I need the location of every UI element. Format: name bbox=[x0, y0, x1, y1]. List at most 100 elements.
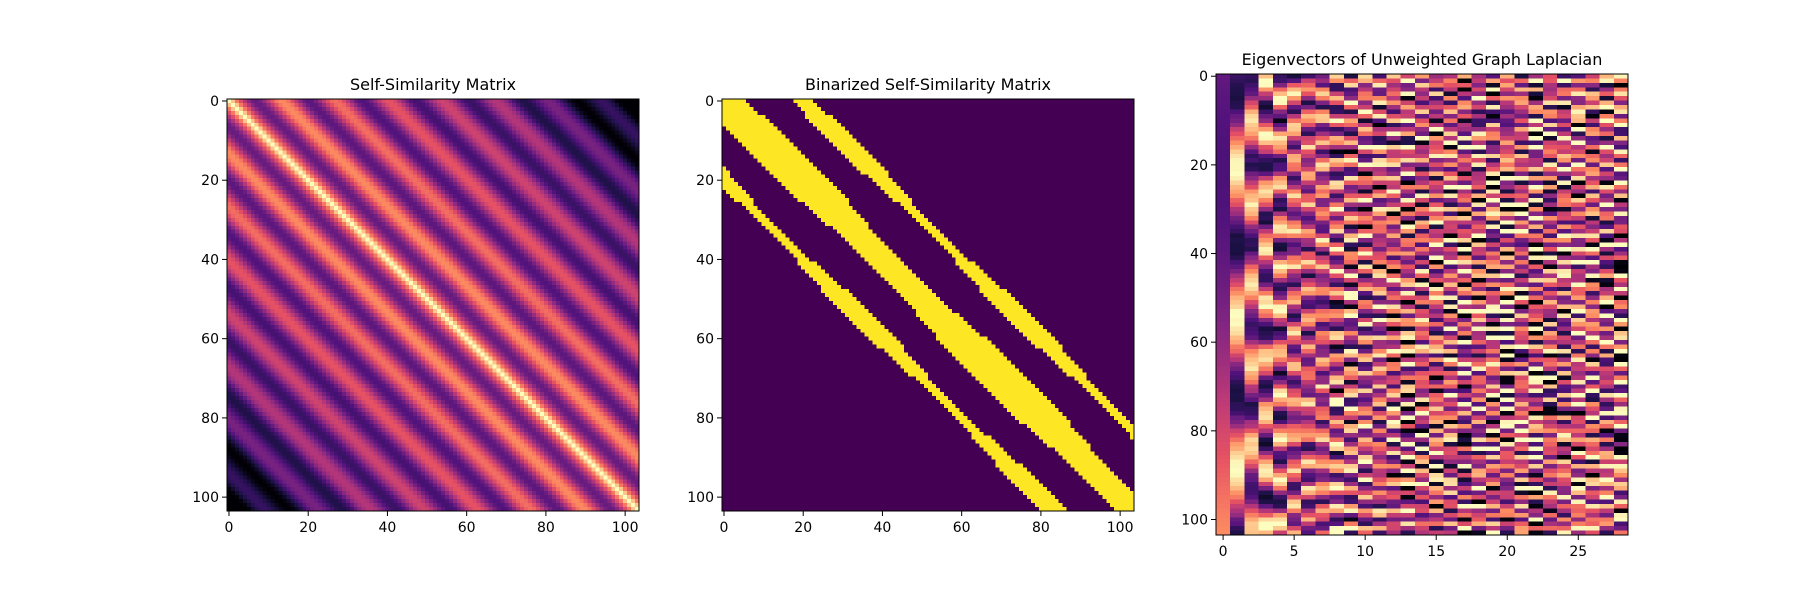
heatmap-cell bbox=[377, 277, 383, 282]
heatmap-cell bbox=[270, 138, 276, 144]
heatmap-cell bbox=[547, 265, 553, 270]
heatmap-cell bbox=[290, 166, 295, 171]
heatmap-cell bbox=[436, 118, 442, 124]
heatmap-cell bbox=[405, 99, 410, 104]
heatmap-cell bbox=[377, 102, 383, 108]
heatmap-cell bbox=[290, 154, 295, 160]
heatmap-cell bbox=[262, 138, 268, 144]
heatmap-cell bbox=[452, 178, 458, 183]
heatmap-cell bbox=[353, 253, 359, 259]
heatmap-cell bbox=[282, 190, 288, 195]
heatmap-cell bbox=[357, 273, 363, 278]
heatmap-cell bbox=[318, 245, 323, 251]
heatmap-cell bbox=[512, 178, 517, 183]
heatmap-cell bbox=[631, 269, 636, 274]
heatmap-cell bbox=[448, 154, 454, 160]
heatmap-cell bbox=[357, 237, 363, 243]
heatmap-cell bbox=[567, 110, 573, 116]
heatmap-cell bbox=[302, 102, 307, 108]
heatmap-cell bbox=[282, 285, 288, 290]
heatmap-cell bbox=[623, 205, 628, 211]
heatmap-cell bbox=[623, 114, 628, 120]
heatmap-cell bbox=[591, 245, 597, 251]
heatmap-cell bbox=[314, 138, 319, 144]
heatmap-cell bbox=[421, 217, 426, 223]
heatmap-cell bbox=[381, 213, 387, 219]
heatmap-cell bbox=[357, 170, 363, 175]
heatmap-cell bbox=[508, 146, 513, 152]
heatmap-cell bbox=[607, 194, 612, 199]
heatmap-cell bbox=[575, 245, 581, 251]
heatmap-cell bbox=[452, 134, 458, 140]
heatmap-cell bbox=[250, 134, 256, 140]
heatmap-cell bbox=[607, 265, 612, 270]
heatmap-cell bbox=[603, 126, 608, 132]
heatmap-cell bbox=[326, 245, 331, 251]
heatmap-cell bbox=[635, 241, 640, 247]
heatmap-cell bbox=[278, 146, 284, 152]
heatmap-cell bbox=[318, 114, 323, 120]
heatmap-cell bbox=[341, 170, 347, 175]
heatmap-cell bbox=[563, 202, 569, 207]
heatmap-cell bbox=[611, 257, 616, 263]
heatmap-cell bbox=[444, 241, 450, 247]
heatmap-cell bbox=[563, 261, 569, 266]
heatmap-cell bbox=[512, 166, 517, 171]
heatmap-cell bbox=[539, 257, 545, 263]
heatmap-cell bbox=[583, 150, 589, 156]
heatmap-cell bbox=[341, 102, 347, 108]
heatmap-cell bbox=[310, 182, 315, 187]
heatmap-cell bbox=[532, 241, 537, 247]
heatmap-cell bbox=[595, 138, 600, 144]
heatmap-cell bbox=[298, 174, 303, 179]
heatmap-cell bbox=[258, 190, 264, 195]
heatmap-cell bbox=[627, 257, 632, 263]
heatmap-cell bbox=[559, 281, 565, 286]
heatmap-cell bbox=[520, 126, 525, 132]
heatmap-cell bbox=[484, 130, 490, 136]
heatmap-cell bbox=[353, 190, 359, 195]
heatmap-cell bbox=[611, 213, 616, 219]
heatmap-cell bbox=[302, 150, 307, 156]
heatmap-cell bbox=[246, 134, 252, 140]
heatmap-cell bbox=[333, 118, 339, 124]
heatmap-cell bbox=[318, 110, 323, 116]
heatmap-cell bbox=[611, 99, 616, 104]
heatmap-cell bbox=[278, 253, 284, 259]
heatmap-cell bbox=[302, 202, 307, 207]
heatmap-cell bbox=[619, 205, 624, 211]
heatmap-cell bbox=[635, 225, 640, 231]
heatmap-cell bbox=[627, 106, 632, 112]
heatmap-cell bbox=[464, 202, 470, 207]
heatmap-cell bbox=[532, 202, 537, 207]
heatmap-cell bbox=[635, 277, 640, 282]
heatmap-cell bbox=[405, 126, 410, 132]
heatmap-cell bbox=[258, 138, 264, 144]
heatmap-cell bbox=[246, 249, 252, 255]
heatmap-cell bbox=[559, 273, 565, 278]
heatmap-cell bbox=[631, 194, 636, 199]
heatmap-cell bbox=[611, 229, 616, 235]
heatmap-cell bbox=[421, 265, 426, 270]
heatmap-cell bbox=[468, 142, 474, 148]
heatmap-cell bbox=[496, 253, 501, 259]
heatmap-cell bbox=[353, 213, 359, 219]
heatmap-cell bbox=[599, 114, 604, 120]
heatmap-cell bbox=[302, 99, 307, 104]
heatmap-cell bbox=[623, 281, 628, 286]
heatmap-cell bbox=[381, 154, 387, 160]
heatmap-cell bbox=[480, 186, 486, 191]
heatmap-cell bbox=[357, 213, 363, 219]
heatmap-cell bbox=[524, 166, 529, 171]
heatmap-cell bbox=[539, 217, 545, 223]
heatmap-cell bbox=[413, 114, 418, 120]
heatmap-cell bbox=[425, 162, 430, 167]
heatmap-cell bbox=[456, 265, 462, 270]
heatmap-cell bbox=[492, 225, 497, 231]
heatmap-cell bbox=[389, 213, 394, 219]
heatmap-cell bbox=[266, 241, 272, 247]
heatmap-cell bbox=[310, 202, 315, 207]
heatmap-cell bbox=[583, 182, 589, 187]
heatmap-cell bbox=[270, 182, 276, 187]
heatmap-cell bbox=[393, 126, 398, 132]
